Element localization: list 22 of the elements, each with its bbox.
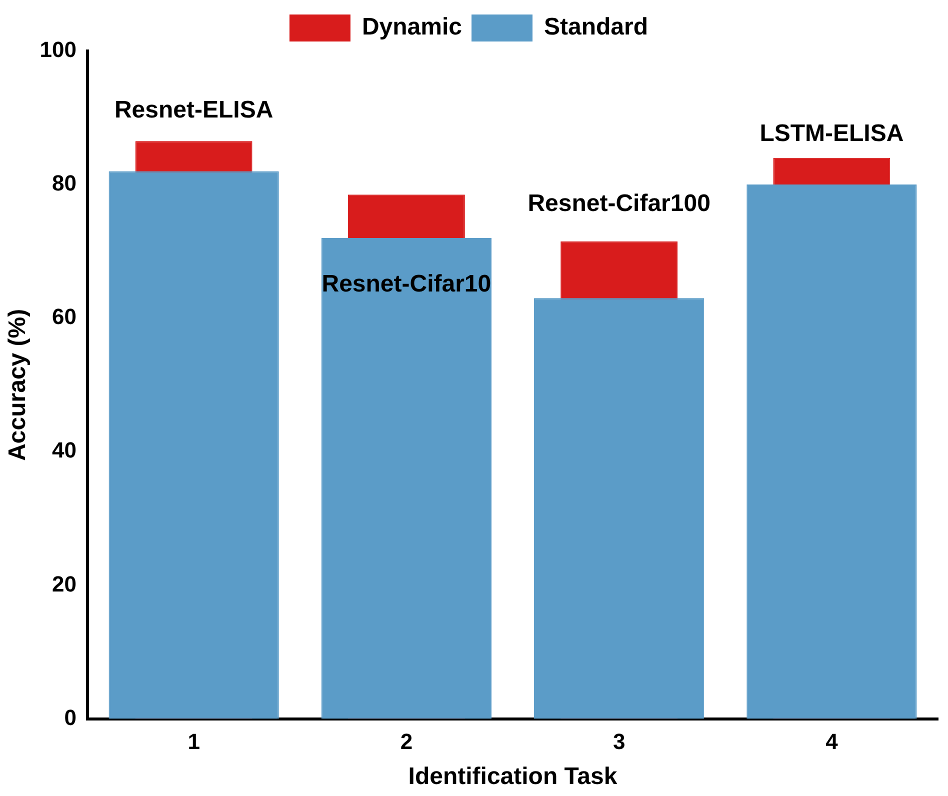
bar xyxy=(321,238,492,719)
x-tick-label: 3 xyxy=(612,729,626,754)
annotation: Resnet-ELISA xyxy=(114,96,274,124)
x-tick-label: 4 xyxy=(826,729,839,754)
x-tick-label: 1 xyxy=(188,729,200,754)
y-tick-label: 20 xyxy=(52,571,77,596)
legend-label: Dynamic xyxy=(362,14,462,41)
x-tick-label: 2 xyxy=(400,729,413,754)
y-tick-label: 100 xyxy=(40,37,77,62)
annotation: LSTM-ELISA xyxy=(760,120,904,148)
annotation: Resnet-Cifar10 xyxy=(322,270,492,298)
x-axis-title: Identification Task xyxy=(408,763,618,790)
y-tick-label: 40 xyxy=(52,438,77,463)
annotation: Resnet-Cifar100 xyxy=(528,190,710,218)
y-tick-label: 0 xyxy=(64,704,77,730)
bar xyxy=(108,171,279,719)
bar xyxy=(534,298,704,719)
y-tick-label: 80 xyxy=(52,170,77,196)
bar xyxy=(746,184,917,719)
legend-label: Standard xyxy=(544,14,648,41)
y-axis-title: Accuracy (%) xyxy=(4,308,32,461)
y-tick-label: 60 xyxy=(52,304,77,330)
